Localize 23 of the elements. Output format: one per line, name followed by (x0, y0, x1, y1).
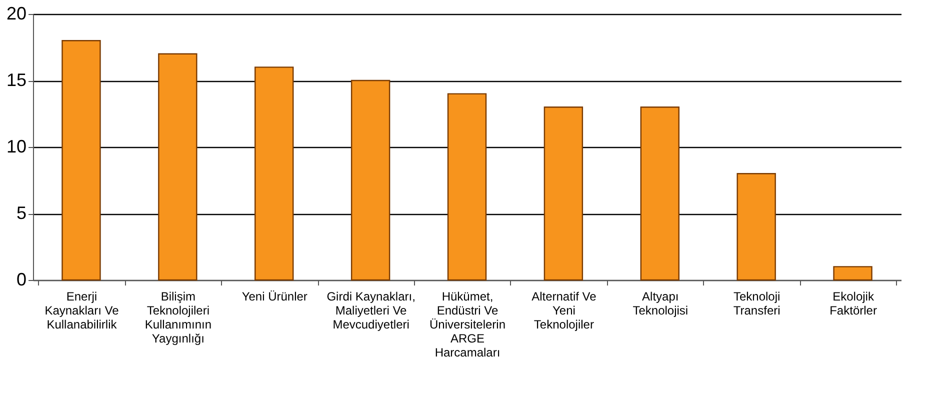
bar (158, 53, 198, 281)
bar (640, 106, 680, 281)
y-tick-label: 5 (16, 203, 26, 223)
x-tick-label: Girdi Kaynakları, Maliyetleri Ve Mevcudiyetleri (326, 290, 416, 332)
x-tick-label: Bilişim Teknolojileri Kullanımının Yaygınlığı (144, 290, 212, 346)
x-tick-label: Hükümet, Endüstri Ve Üniversitelerin ARGE Harcamaları (429, 290, 506, 360)
bar (544, 106, 584, 281)
x-tick-label: Teknoloji Transferi (733, 290, 780, 318)
bar (254, 66, 294, 281)
y-tick-label: 15 (6, 70, 26, 90)
bar (736, 173, 776, 281)
y-tick-label: 10 (6, 136, 26, 156)
bar (62, 40, 101, 281)
bar (447, 93, 487, 281)
y-tick-label: 20 (6, 4, 26, 24)
y-tick-label: 0 (16, 270, 26, 290)
bar (833, 266, 872, 281)
x-tick-label: Alternatif Ve Yeni Teknolojiler (532, 290, 597, 332)
bar (350, 80, 390, 281)
x-tick-label: Yeni Ürünler (242, 290, 308, 304)
x-tick-label: Ekolojik Faktörler (830, 290, 877, 318)
x-tick-label: Enerji Kaynakları Ve Kullanabilirlik (44, 290, 120, 332)
x-tick-label: Altyapı Teknolojisi (632, 290, 688, 318)
